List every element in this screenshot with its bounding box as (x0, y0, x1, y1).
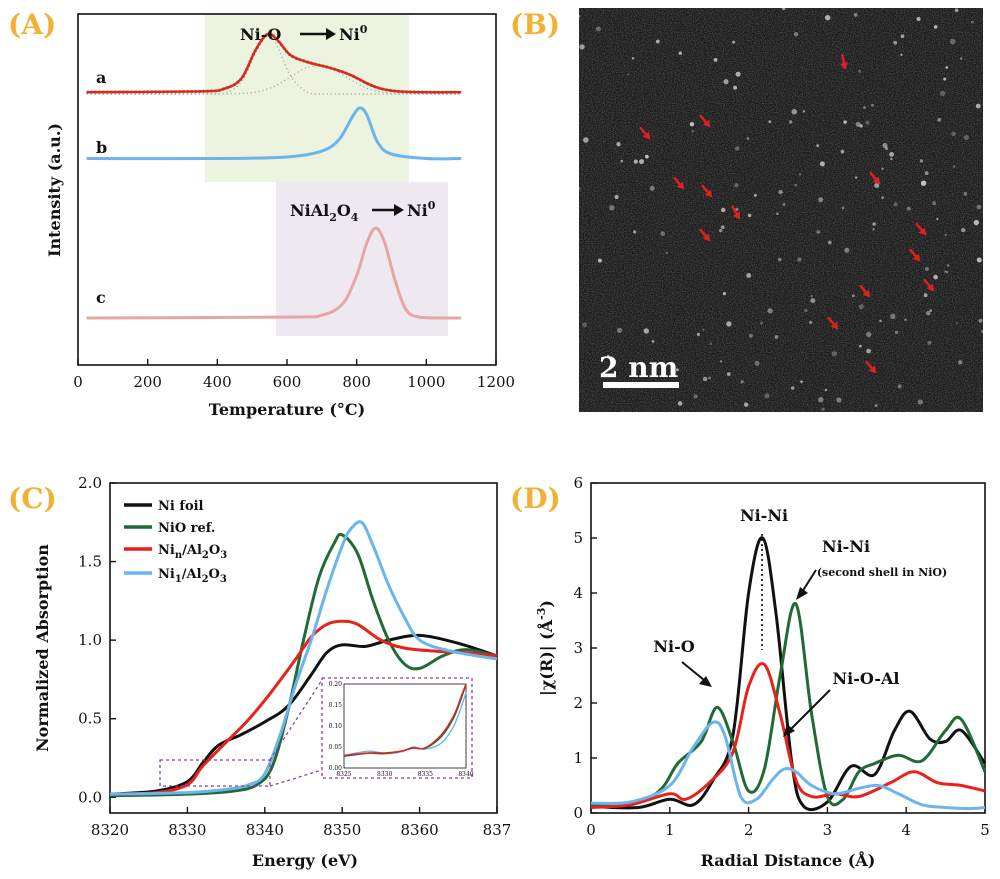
panel-a-xtick-label: 1200 (477, 373, 515, 391)
panel-a-label-b: b (96, 138, 107, 157)
panel-a-x-ticks: 0 200 400 600 800 1000 1200 (73, 359, 515, 391)
panel-a-xlabel: Temperature (°C) (209, 400, 365, 419)
panel-a-anno-ni0-2: Ni0 (407, 199, 436, 220)
panel-a-series-b (86, 106, 462, 161)
panel-a-fit-component-1 (86, 34, 462, 96)
panel-a-shade-green (205, 14, 409, 182)
panel-a-xtick-label: 200 (133, 373, 162, 391)
panel-a-anno-nial2o4: NiAl2O4 (290, 201, 359, 224)
panel-a-xtick-label: 400 (203, 373, 232, 391)
panel-a-arrowhead-2 (394, 204, 404, 216)
panel-a-xtick-label: 1000 (407, 373, 445, 391)
panel-a-anno-ni0-1: Ni0 (339, 23, 368, 44)
panel-a-series-a (86, 32, 462, 94)
panel-a-xtick-label: 0 (73, 373, 83, 391)
panel-a-letter: (A) (8, 8, 56, 41)
panel-a-label-c: c (96, 288, 106, 307)
panel-a-anno-nio: Ni-O (240, 25, 281, 44)
panel-a-xtick-label: 600 (273, 373, 302, 391)
panel-a-xtick-label: 800 (342, 373, 371, 391)
panel-a-arrowhead-1 (326, 28, 336, 40)
panel-a-label-a: a (96, 68, 106, 87)
panel-a-series (86, 32, 462, 320)
panel-a-series-c (86, 226, 462, 320)
panel-a-ylabel: Intensity (a.u.) (45, 123, 64, 257)
